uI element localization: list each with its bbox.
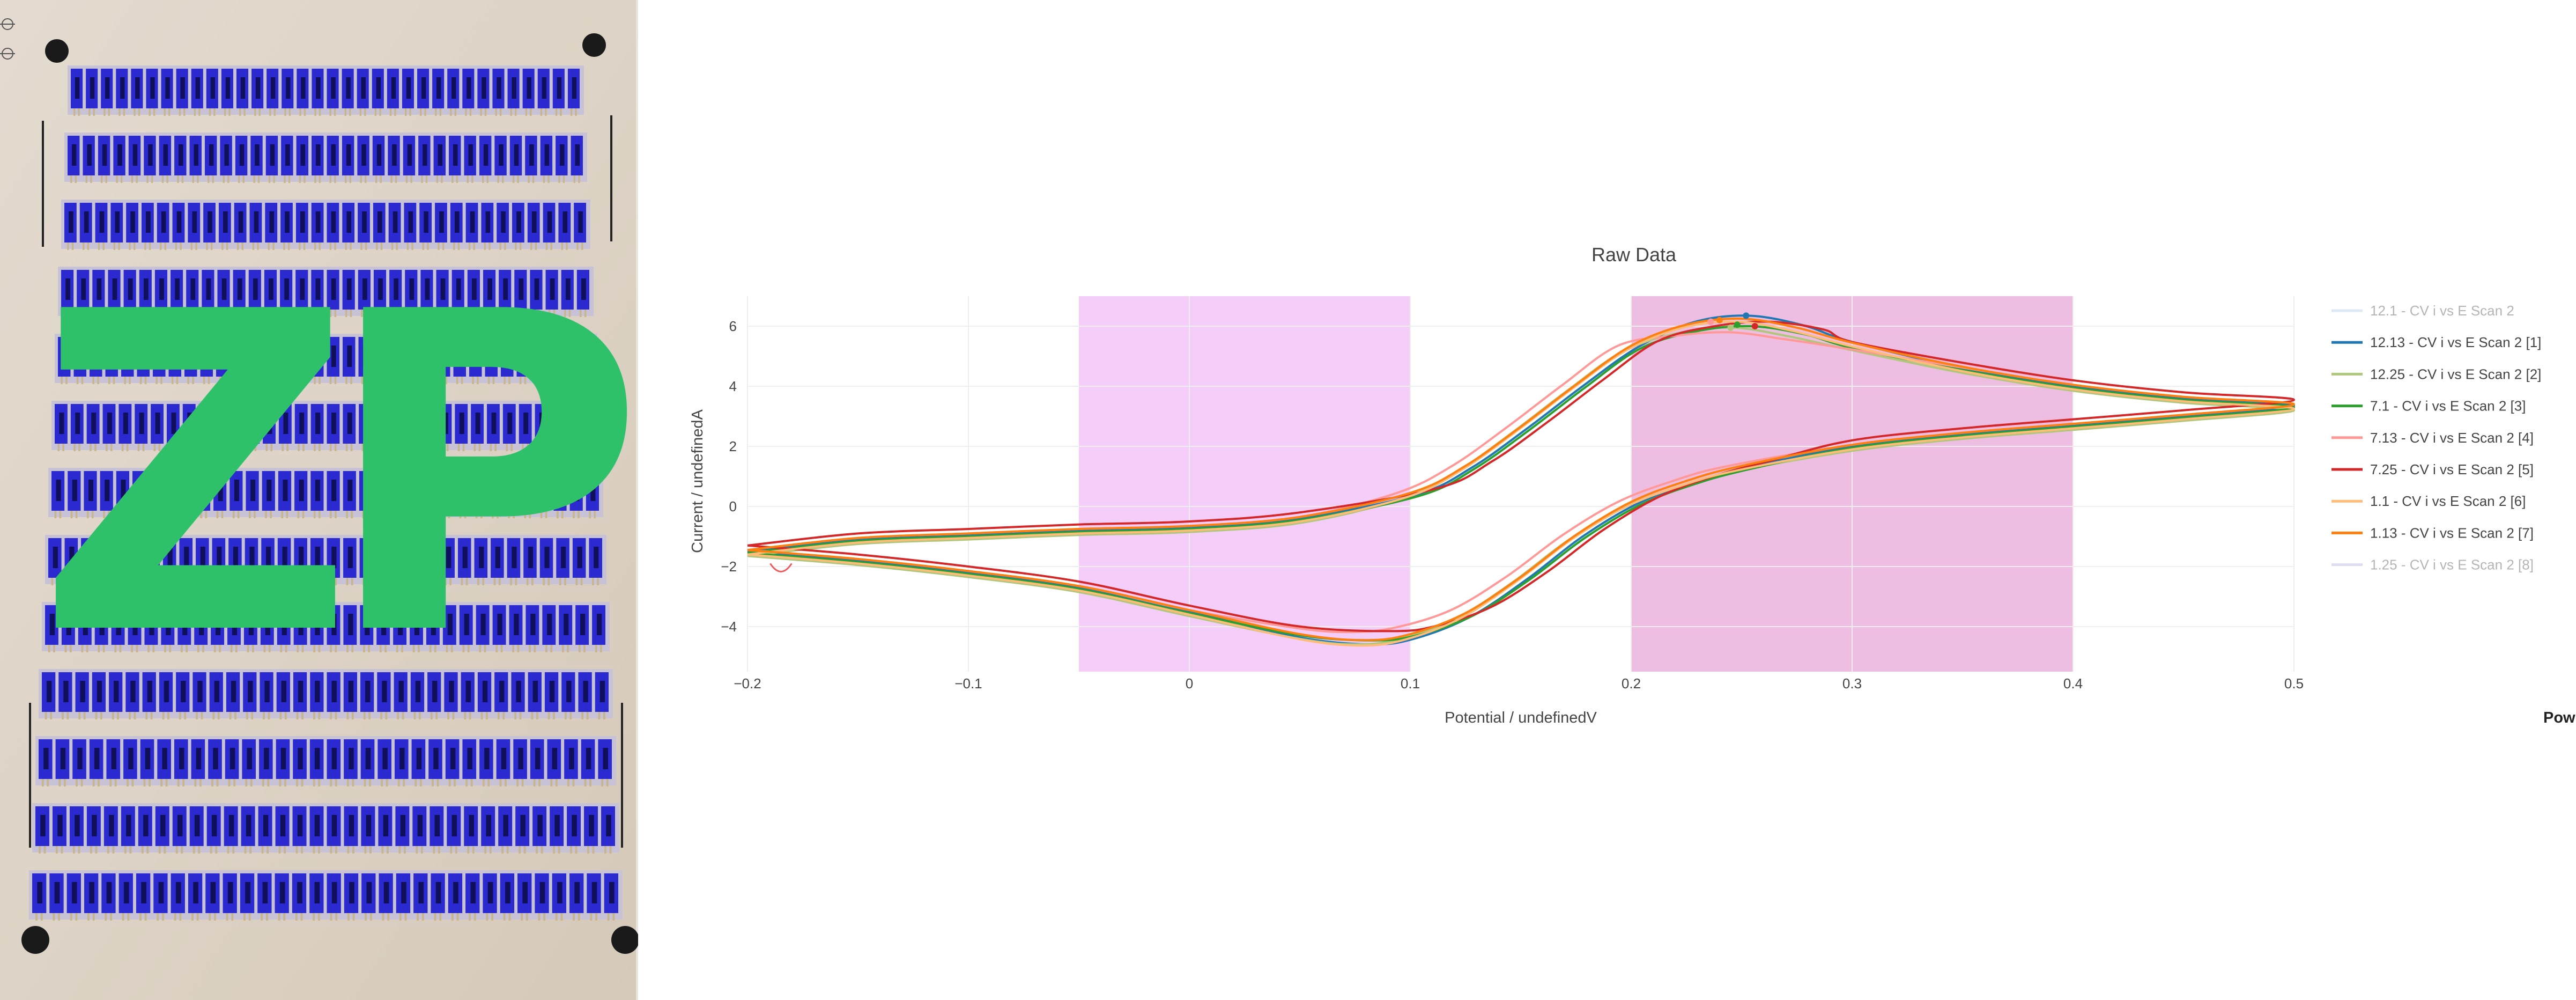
x-tick-label: 0.3 (1842, 675, 1862, 692)
legend-item[interactable]: 1.25 - CV i vs E Scan 2 [8] (2331, 557, 2534, 573)
y-tick-label: 4 (729, 378, 737, 394)
x-tick-label: 0.1 (1401, 675, 1420, 692)
peak-marker[interactable] (1716, 317, 1723, 323)
series-line-6[interactable] (747, 320, 2296, 647)
x-tick-label: 0.5 (2284, 675, 2304, 692)
highlight-region (1079, 296, 1410, 672)
peak-marker[interactable] (1743, 312, 1750, 319)
legend-label: 7.1 - CV i vs E Scan 2 [3] (2370, 398, 2526, 414)
alignment-marks (29, 115, 623, 848)
legend-item[interactable]: 7.13 - CV i vs E Scan 2 [4] (2331, 430, 2534, 446)
mounting-hole (21, 926, 49, 954)
series-line-5[interactable] (747, 320, 2296, 633)
crosshair-mark (0, 18, 15, 60)
peak-marker[interactable] (1707, 318, 1714, 325)
electrode-strip-row (68, 65, 584, 116)
electrode-strip-row (48, 468, 603, 518)
legend-label: 12.25 - CV i vs E Scan 2 [2] (2370, 366, 2541, 382)
electrode-sheet-photo: ZP (0, 0, 638, 1000)
y-tick-label: −2 (721, 558, 737, 575)
series-line-start-artifact (769, 563, 793, 572)
legend-label: 7.25 - CV i vs E Scan 2 [5] (2370, 461, 2534, 477)
footer-cut-text: Pow (2543, 709, 2575, 726)
mounting-hole (582, 33, 606, 57)
y-tick-label: 0 (729, 498, 737, 514)
mounting-hole (611, 926, 638, 954)
electrode-strip-row (61, 200, 590, 250)
x-tick-label: −0.2 (734, 675, 761, 692)
legend-label: 1.25 - CV i vs E Scan 2 [8] (2370, 557, 2534, 573)
y-tick-label: 6 (729, 318, 737, 334)
electrode-strip-row (55, 334, 597, 384)
legend[interactable]: 12.1 - CV i vs E Scan 2 12.13 - CV i vs E… (2331, 303, 2541, 573)
board-right-edge (636, 0, 638, 1000)
legend-label: 12.1 - CV i vs E Scan 2 (2370, 303, 2514, 319)
legend-label: 1.13 - CV i vs E Scan 2 [7] (2370, 525, 2534, 541)
x-tick-label: −0.1 (954, 675, 982, 692)
electrode-strip-row (45, 535, 606, 585)
peak-marker[interactable] (1751, 323, 1758, 329)
legend-item[interactable]: 12.1 - CV i vs E Scan 2 (2331, 303, 2514, 319)
legend-label: 12.13 - CV i vs E Scan 2 [1] (2370, 334, 2541, 350)
raw-data-chart: −0.2 −0.1 0 0.1 0.2 0.3 0.4 0.5 −4 −2 0 2 4 6 12.1 -… (689, 244, 2575, 726)
legend-item[interactable]: 12.13 - CV i vs E Scan 2 [1] (2331, 334, 2541, 350)
electrode-array (29, 65, 623, 921)
electrode-strip-row (32, 803, 619, 854)
y-tick-label: −4 (721, 619, 737, 635)
electrode-strip-row (29, 870, 623, 921)
series-line-7[interactable] (747, 317, 2296, 642)
y-tick-label: 2 (729, 438, 737, 454)
x-tick-label: 0.2 (1622, 675, 1641, 692)
zp-logo: ZP (36, 220, 632, 732)
electrode-strip-row (64, 133, 587, 183)
x-tick-label: 0.4 (2063, 675, 2083, 692)
x-axis-label: Potential / undefinedV (1445, 709, 1597, 726)
mounting-hole (45, 39, 69, 63)
y-axis-label: Current / undefinedA (689, 409, 706, 553)
legend-item[interactable]: 7.25 - CV i vs E Scan 2 [5] (2331, 461, 2534, 477)
legend-label: 1.1 - CV i vs E Scan 2 [6] (2370, 493, 2526, 509)
x-tick-label: 0 (1186, 675, 1193, 692)
electrode-strip-row (35, 736, 616, 786)
electrode-strip-row (42, 602, 610, 652)
legend-item[interactable]: 1.1 - CV i vs E Scan 2 [6] (2331, 493, 2526, 509)
electrode-strip-row (58, 267, 594, 317)
chart-title: Raw Data (1592, 244, 1677, 266)
legend-label: 7.13 - CV i vs E Scan 2 [4] (2370, 430, 2534, 446)
legend-item[interactable]: 7.1 - CV i vs E Scan 2 [3] (2331, 398, 2526, 414)
electrode-strip-row (39, 669, 613, 719)
legend-item[interactable]: 12.25 - CV i vs E Scan 2 [2] (2331, 366, 2541, 382)
electrode-strip-row (51, 401, 600, 451)
legend-item[interactable]: 1.13 - CV i vs E Scan 2 [7] (2331, 525, 2534, 541)
peak-marker[interactable] (1727, 324, 1734, 331)
peak-marker[interactable] (1734, 321, 1741, 328)
